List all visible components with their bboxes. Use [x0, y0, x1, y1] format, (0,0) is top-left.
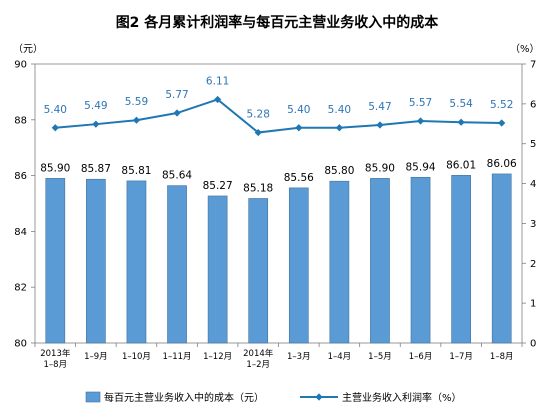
- bar-cost: [207, 195, 228, 344]
- x-tick-label: 1–12月: [203, 352, 232, 362]
- bar-value-label: 86.01: [446, 159, 476, 171]
- chart-title: 图2 各月累计利润率与每百元主营业务收入中的成本: [116, 14, 440, 31]
- profit-rate-marker: [295, 124, 303, 132]
- bar-value-label: 85.94: [406, 161, 436, 173]
- profit-rate-line: [55, 98, 502, 134]
- bar-cost: [167, 185, 187, 344]
- bar-value-label: 85.80: [324, 165, 354, 177]
- profit-rate-marker: [376, 121, 384, 129]
- right-tick-label: 0: [530, 339, 536, 350]
- line-value-label: 5.57: [409, 97, 432, 109]
- left-tick-label: 80: [14, 339, 27, 350]
- profit-rate-marker: [254, 128, 262, 137]
- x-tick-label: 1–11月: [163, 352, 192, 362]
- line-value-label: 5.47: [368, 101, 391, 113]
- bar-cost: [410, 176, 431, 344]
- profit-rate-marker: [214, 95, 222, 104]
- bar-value-label: 85.56: [284, 172, 314, 184]
- left-tick-label: 86: [14, 171, 27, 182]
- line-value-label: 5.40: [287, 104, 310, 116]
- bar-value-label: 85.64: [162, 170, 192, 182]
- bar-value-label: 85.87: [81, 163, 111, 175]
- profit-rate-marker: [335, 124, 343, 132]
- legend: 每百元主营业务收入中的成本（元） 主营业务收入利润率（%）: [85, 391, 462, 404]
- left-axis-unit: （元）: [13, 43, 43, 55]
- x-tick-label: 2013年: [40, 348, 71, 359]
- legend-line-label: 主营业务收入利润率（%）: [342, 391, 462, 404]
- bar-cost: [45, 178, 66, 344]
- right-axis-unit: （%）: [510, 43, 540, 55]
- left-tick-label: 90: [14, 60, 27, 71]
- bar-cost: [126, 180, 147, 344]
- line-value-label: 5.40: [44, 104, 67, 116]
- x-tick-label: 1–7月: [449, 352, 473, 362]
- line-value-label: 6.11: [206, 75, 229, 87]
- bar-value-label: 85.90: [40, 162, 70, 174]
- line-value-label: 5.49: [84, 100, 107, 112]
- profit-rate-marker: [92, 120, 100, 128]
- right-tick-label: 7: [530, 60, 536, 71]
- line-value-label: 5.40: [328, 104, 351, 116]
- line-value-label: 5.77: [165, 89, 188, 101]
- x-tick-label: 1–6月: [409, 352, 433, 362]
- bar-cost: [329, 180, 350, 344]
- right-tick-label: 3: [530, 219, 536, 230]
- left-tick-label: 84: [14, 227, 27, 238]
- x-tick-label: 1–4月: [328, 352, 352, 362]
- right-tick-label: 4: [530, 179, 536, 190]
- left-tick-label: 82: [14, 283, 27, 294]
- bar-value-label: 86.06: [487, 158, 517, 170]
- legend-bar-swatch: [85, 391, 101, 403]
- bar-value-label: 85.90: [365, 162, 395, 174]
- x-tick-label: 1–9月: [84, 352, 108, 362]
- bar-cost: [248, 198, 269, 344]
- line-value-label: 5.59: [125, 96, 148, 108]
- profit-rate-marker: [416, 117, 425, 125]
- right-tick-label: 2: [530, 259, 536, 270]
- right-tick-label: 1: [530, 299, 536, 310]
- right-tick-label: 6: [530, 99, 536, 110]
- profit-rate-marker: [132, 116, 141, 124]
- bar-value-label: 85.27: [203, 180, 233, 192]
- profit-rate-marker: [173, 109, 181, 117]
- x-tick-label: 1–8月: [44, 360, 68, 370]
- legend-line-marker: [315, 393, 323, 401]
- x-tick-label: 2014年: [243, 348, 274, 359]
- bar-cost: [86, 178, 106, 344]
- legend-bar-label: 每百元主营业务收入中的成本（元）: [104, 391, 264, 404]
- bar-cost: [288, 187, 309, 344]
- right-tick-label: 5: [530, 139, 536, 150]
- line-value-label: 5.54: [449, 98, 473, 110]
- left-tick-label: 88: [14, 115, 27, 126]
- bar-value-label: 85.81: [121, 165, 151, 177]
- bar-cost: [370, 178, 390, 344]
- line-value-label: 5.28: [247, 109, 270, 121]
- x-tick-label: 1–5月: [368, 352, 392, 362]
- x-tick-label: 1–3月: [287, 352, 311, 362]
- line-value-label: 5.52: [490, 99, 513, 111]
- profit-rate-marker: [498, 119, 506, 127]
- bar-cost: [491, 173, 512, 344]
- x-tick-label: 1–10月: [122, 352, 151, 362]
- x-tick-label: 1–2月: [246, 360, 270, 370]
- profit-rate-marker: [51, 124, 59, 132]
- x-tick-label: 1–8月: [490, 352, 514, 362]
- bar-value-label: 85.18: [243, 182, 273, 194]
- profit-rate-marker: [457, 118, 465, 126]
- bar-cost: [451, 175, 471, 344]
